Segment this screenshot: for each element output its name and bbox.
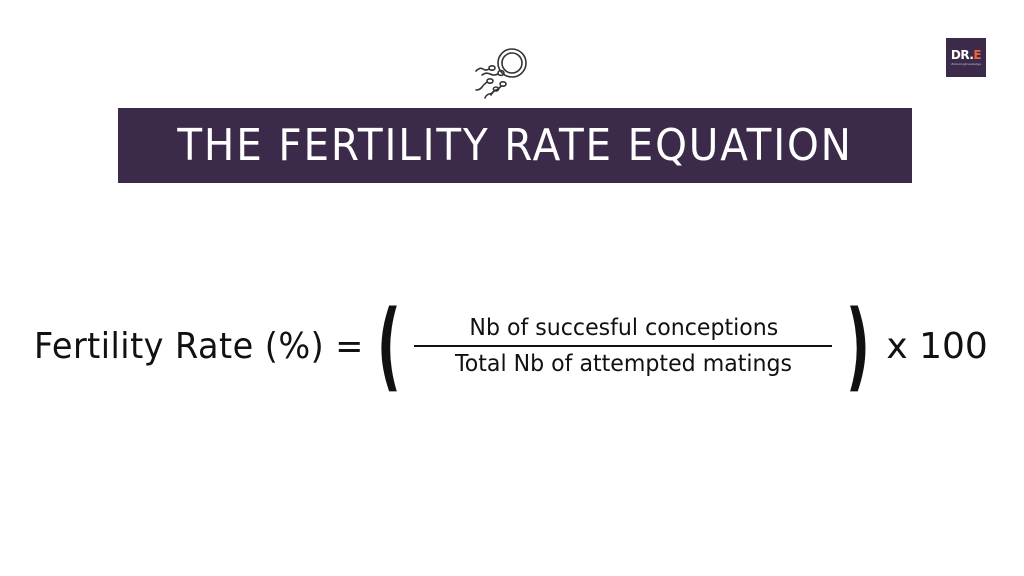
equation-lhs: Fertility Rate (%) = — [34, 325, 364, 367]
denominator: Total Nb of attempted matings — [454, 351, 792, 377]
multiplier: x 100 — [886, 325, 988, 367]
logo-text: DR.E — [950, 48, 982, 62]
page-title: THE FERTILITY RATE EQUATION — [177, 120, 853, 171]
logo-tagline: #sharingknowledge — [951, 62, 981, 66]
right-parenthesis: ) — [846, 290, 871, 402]
left-parenthesis: ( — [376, 290, 401, 402]
brand-logo: DR.E #sharingknowledge — [946, 38, 986, 77]
sperm-egg-icon — [475, 48, 527, 99]
title-banner: THE FERTILITY RATE EQUATION — [118, 108, 912, 183]
fraction-bar — [414, 345, 833, 347]
numerator: Nb of succesful conceptions — [469, 315, 778, 341]
fraction: Nb of succesful conceptions Total Nb of … — [414, 315, 833, 377]
fertility-rate-equation: Fertility Rate (%) = ( Nb of succesful c… — [34, 296, 988, 396]
